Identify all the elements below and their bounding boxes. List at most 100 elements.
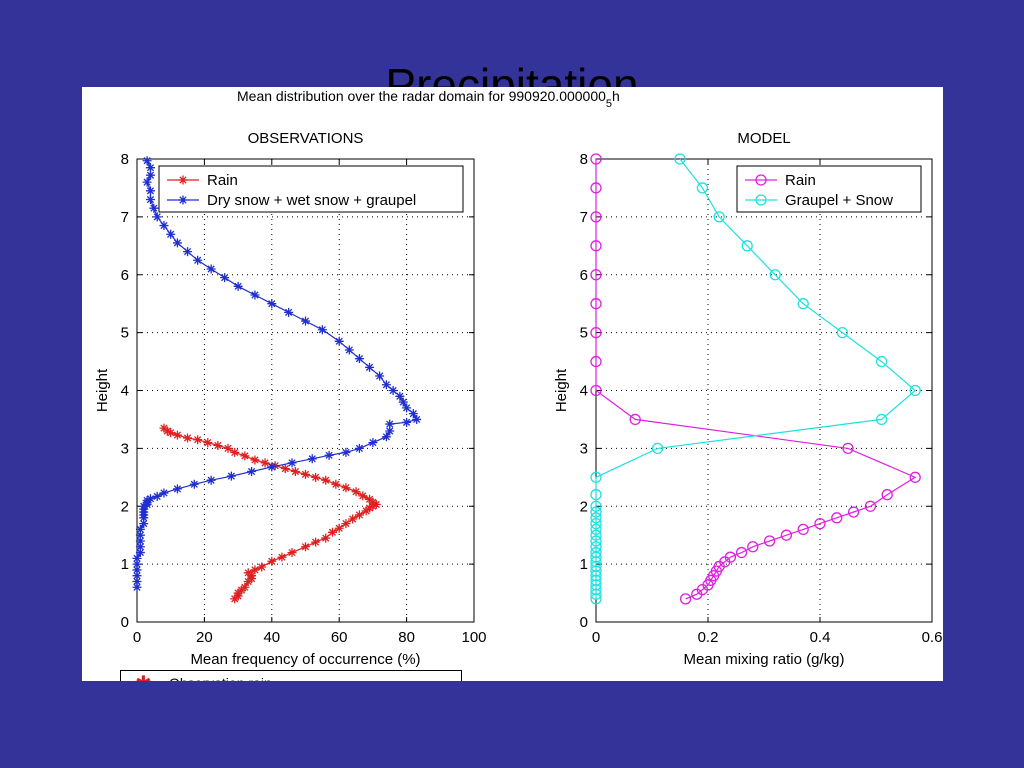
data-point — [250, 290, 260, 300]
data-point — [189, 479, 199, 489]
data-point — [365, 503, 375, 513]
data-point — [590, 593, 602, 605]
data-point — [842, 442, 854, 455]
data-point — [590, 541, 602, 553]
data-point — [836, 326, 849, 339]
data-point — [290, 467, 300, 477]
data-point — [590, 355, 602, 368]
data-point — [590, 529, 602, 541]
series-line — [595, 159, 917, 600]
data-point — [831, 512, 843, 524]
data-point — [193, 435, 203, 445]
data-point — [590, 182, 602, 194]
data-point — [590, 570, 602, 582]
x-tick-label: 100 — [461, 629, 486, 646]
data-point — [398, 397, 408, 407]
legend-label: Graupel + Snow — [785, 192, 893, 209]
data-point — [864, 500, 877, 512]
data-point — [230, 447, 240, 457]
data-point — [590, 153, 602, 165]
data-point — [135, 524, 145, 534]
data-point — [172, 430, 182, 440]
data-point — [590, 512, 602, 524]
data-point — [590, 523, 602, 536]
data-point — [875, 355, 888, 368]
data-point — [797, 523, 809, 536]
data-point — [402, 417, 412, 427]
series-line — [136, 160, 418, 588]
data-point — [280, 464, 290, 474]
data-point — [412, 414, 422, 424]
x-tick-label: 0.2 — [698, 629, 719, 646]
y-tick-label: 6 — [580, 267, 588, 284]
data-point — [287, 458, 297, 468]
data-point — [651, 442, 664, 455]
data-point — [385, 419, 395, 429]
data-point — [381, 432, 391, 442]
data-point — [172, 484, 182, 494]
data-point — [301, 542, 310, 552]
data-point — [132, 571, 142, 581]
data-point — [135, 530, 145, 540]
data-point — [590, 240, 602, 252]
data-point — [257, 562, 267, 572]
data-point — [395, 391, 405, 401]
data-point — [590, 506, 602, 518]
data-point — [284, 307, 294, 317]
data-point — [590, 326, 602, 339]
data-point — [145, 494, 155, 504]
data-point — [277, 552, 287, 562]
x-tick-label: 0.4 — [810, 629, 831, 646]
x-tick-label: 60 — [331, 629, 348, 646]
data-point — [696, 182, 709, 194]
data-point — [402, 403, 412, 413]
y-tick-label: 3 — [580, 440, 588, 457]
data-point — [797, 298, 809, 310]
data-point — [145, 186, 155, 196]
data-point — [590, 546, 602, 559]
data-point — [674, 153, 686, 165]
data-point — [875, 413, 888, 426]
data-point — [814, 517, 826, 530]
data-point — [250, 455, 260, 465]
data-point — [371, 500, 381, 510]
data-point — [267, 462, 277, 472]
data-point — [381, 380, 391, 390]
y-tick-label: 5 — [121, 325, 129, 342]
y-axis-label: Height — [94, 368, 111, 412]
x-tick-label: 20 — [196, 629, 213, 646]
legend-box — [158, 165, 464, 213]
x-tick-label: 40 — [263, 629, 280, 646]
data-point — [139, 501, 149, 511]
data-point — [590, 579, 602, 591]
data-point — [132, 559, 142, 569]
data-point — [206, 264, 216, 274]
data-point — [763, 535, 776, 547]
data-point — [388, 386, 398, 395]
data-point — [149, 203, 159, 213]
data-point — [193, 255, 203, 265]
data-point — [243, 568, 253, 578]
data-point — [909, 384, 921, 397]
data-point — [590, 560, 602, 573]
data-point — [183, 247, 193, 257]
data-point — [132, 576, 142, 586]
series-line — [595, 158, 917, 599]
data-point — [331, 479, 341, 489]
data-point — [311, 537, 321, 547]
legend-label: Dry snow + wet snow + graupel — [207, 192, 416, 209]
data-point — [590, 574, 602, 586]
data-point — [324, 450, 334, 460]
data-point — [590, 588, 602, 600]
data-point — [780, 529, 793, 541]
data-point — [385, 426, 395, 436]
y-tick-label: 8 — [580, 151, 588, 168]
data-point — [341, 519, 351, 529]
y-tick-label: 2 — [580, 498, 588, 515]
y-tick-label: 1 — [580, 556, 588, 573]
data-point — [260, 458, 270, 468]
data-point — [735, 546, 748, 559]
x-tick-label: 0 — [592, 629, 600, 646]
data-point — [629, 413, 641, 426]
data-point — [132, 553, 142, 563]
